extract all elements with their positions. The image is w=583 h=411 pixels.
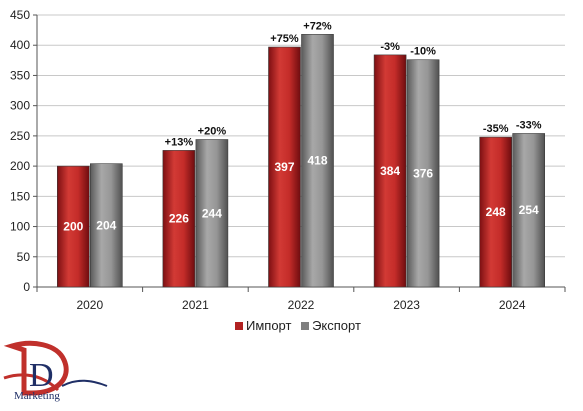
y-tick-label: 50 — [17, 250, 31, 264]
y-tick-label: 150 — [10, 189, 30, 203]
bar-export — [301, 34, 334, 288]
logo-text: Marketing — [14, 390, 60, 402]
y-tick-label: 200 — [10, 159, 30, 173]
value-label: 376 — [413, 166, 433, 180]
bar-import — [56, 165, 90, 288]
bars — [56, 34, 546, 288]
legend-label-import: Импорт — [246, 318, 292, 333]
x-tick-label: 2022 — [288, 298, 315, 312]
value-label: 254 — [519, 203, 539, 217]
change-label: -10% — [410, 46, 436, 58]
bar-export — [195, 139, 229, 288]
legend-item-export: Экспорт — [301, 318, 361, 333]
change-label: +75% — [270, 33, 299, 45]
x-tick-label: 2023 — [393, 298, 420, 312]
gridlines — [37, 14, 565, 258]
legend-swatch-import — [235, 322, 243, 330]
bar-export — [90, 163, 123, 288]
y-tick-label: 350 — [10, 68, 30, 82]
bar-export — [512, 133, 546, 288]
value-label: 384 — [380, 164, 400, 178]
change-label: -35% — [483, 123, 509, 135]
change-label: +13% — [165, 136, 194, 148]
data-labels: 200 204 226 +13% 244 +20% 397 +75% 418 +72% 384 -3%… — [63, 20, 541, 233]
bar-import — [373, 54, 407, 288]
x-tick-label: 2020 — [76, 298, 103, 312]
bar-import — [268, 46, 301, 288]
bar-import — [479, 136, 513, 288]
y-tick-label: 400 — [10, 38, 30, 52]
value-label: 418 — [307, 154, 327, 168]
y-tick-label: 300 — [10, 99, 30, 113]
legend-item-import: Импорт — [235, 318, 295, 333]
x-tick-label: 2024 — [499, 298, 526, 312]
bar-export — [406, 59, 440, 288]
x-tick-label: 2021 — [182, 298, 209, 312]
y-tick-label: 450 — [10, 8, 30, 22]
y-tick-label: 0 — [23, 280, 30, 294]
legend-label-export: Экспорт — [312, 318, 361, 333]
bar-import — [162, 150, 196, 288]
value-label: 248 — [486, 205, 506, 219]
y-tick-label: 250 — [10, 129, 30, 143]
logo-mark: D — [29, 357, 54, 394]
axes: 0 50 100 150 200 250 300 350 400 450 2020 2021 2022 2… — [10, 8, 566, 312]
value-label: 397 — [274, 160, 294, 174]
value-label: 204 — [96, 218, 116, 232]
change-label: -33% — [516, 119, 542, 131]
change-label: -3% — [380, 41, 400, 53]
change-label: +72% — [303, 20, 332, 32]
company-logo: D — [3, 340, 108, 396]
value-label: 226 — [169, 212, 189, 226]
value-label: 244 — [202, 206, 222, 220]
change-label: +20% — [198, 126, 227, 138]
legend-swatch-export — [301, 322, 310, 330]
value-label: 200 — [63, 220, 83, 234]
legend: Импорт Экспорт — [235, 318, 367, 333]
y-tick-label: 100 — [10, 220, 30, 234]
